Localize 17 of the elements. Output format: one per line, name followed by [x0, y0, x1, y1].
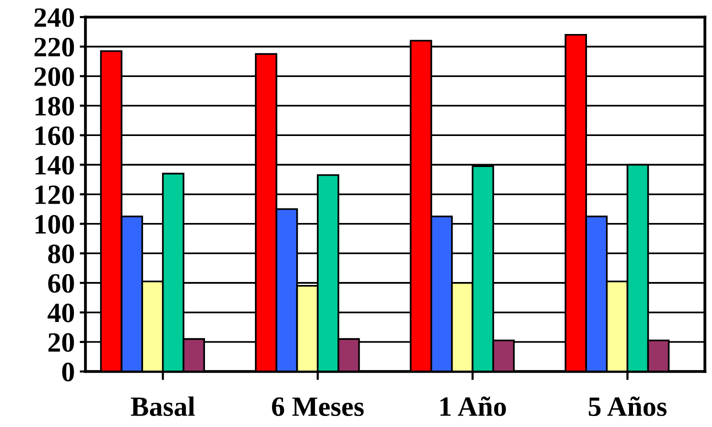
y-tick-label: 80 [48, 244, 74, 264]
x-tick-label: 1 Año [440, 396, 506, 416]
y-tick-label: 180 [36, 96, 74, 116]
y-tick-label: 120 [36, 185, 74, 204]
y-tick-label: 240 [34, 8, 74, 27]
x-tick-label: 6 Meses [272, 397, 364, 416]
y-tick-label: 60 [48, 274, 74, 293]
y-tick-label: 200 [34, 67, 74, 86]
y-tick-label: 0 [62, 362, 74, 382]
y-tick-label: 20 [48, 333, 74, 352]
x-tick-label: Basal [130, 396, 195, 416]
x-tick-label: 5 Años [588, 396, 667, 416]
y-tick-label: 100 [36, 214, 74, 234]
y-tick-label: 160 [36, 126, 74, 146]
y-tick-label: 140 [36, 156, 74, 175]
y-tick-label: 40 [48, 304, 74, 322]
y-tick-label: 220 [34, 38, 74, 57]
